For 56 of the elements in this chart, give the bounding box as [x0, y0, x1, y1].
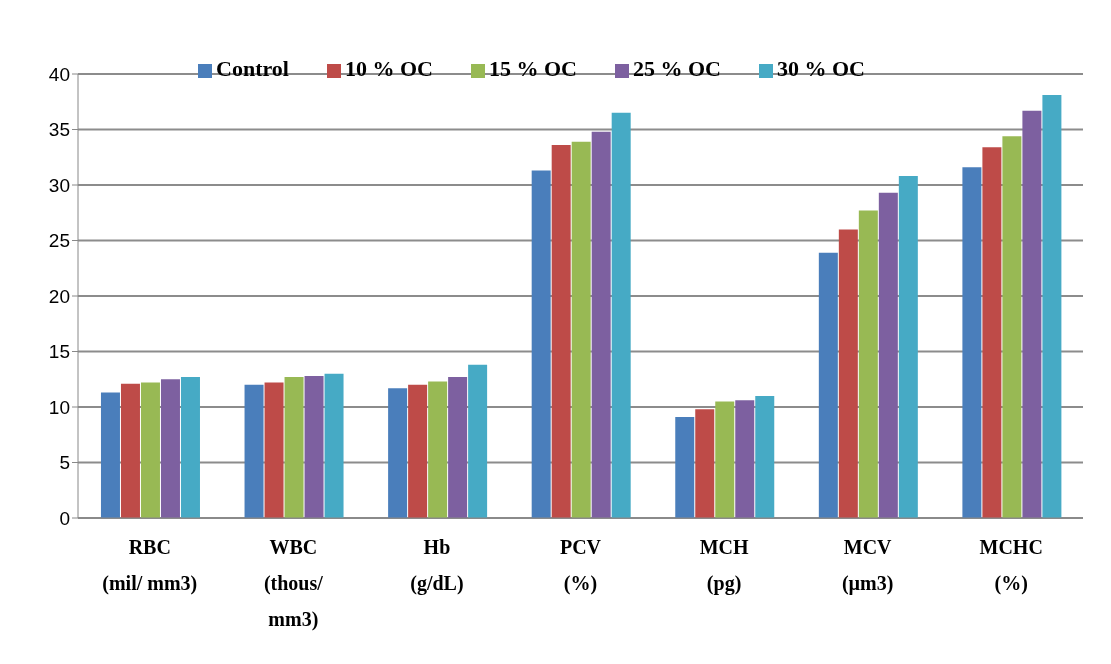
- bar: [140, 382, 160, 518]
- bar: [878, 192, 898, 518]
- y-tick-label: 25: [48, 230, 70, 252]
- bar: [838, 229, 858, 518]
- y-tick-label: 30: [48, 174, 70, 196]
- x-tick-label: Hb (g/dL): [410, 536, 464, 595]
- legend-label: 15 % OC: [488, 56, 577, 81]
- bar: [428, 381, 448, 518]
- x-tick-label: MCHC (%): [979, 536, 1043, 595]
- bar: [388, 388, 408, 518]
- bar: [324, 373, 344, 518]
- x-tick-label: MCV (µm3): [841, 536, 894, 595]
- bar: [571, 141, 591, 518]
- bar: [611, 112, 631, 518]
- bar: [160, 379, 180, 518]
- y-tick-label: 15: [48, 341, 70, 363]
- y-tick-label: 10: [48, 396, 70, 418]
- bar: [735, 400, 755, 518]
- x-tick-label: RBC (mil/ mm3): [102, 536, 198, 595]
- x-tick-label: WBC (thous/ mm3): [263, 536, 324, 631]
- bar: [244, 384, 264, 518]
- y-tick-label: 0: [59, 507, 70, 529]
- bar: [551, 145, 571, 518]
- bar: [898, 176, 918, 518]
- y-tick-label: 5: [59, 452, 70, 474]
- bar: [591, 131, 611, 518]
- x-tick-label: PCV (%): [559, 536, 602, 595]
- legend-label: 25 % OC: [632, 56, 721, 81]
- bar: [715, 401, 735, 518]
- y-tick-label: 35: [48, 119, 70, 141]
- x-tick-label: MCH (pg): [699, 536, 749, 595]
- bar: [1022, 110, 1042, 518]
- bar: [675, 416, 695, 518]
- bar: [408, 384, 428, 518]
- bar: [264, 382, 284, 518]
- legend-label: 30 % OC: [776, 56, 865, 81]
- bar: [531, 170, 551, 518]
- y-tick-label: 20: [48, 285, 70, 307]
- legend-label: Control: [216, 56, 289, 81]
- bar: [962, 167, 982, 518]
- legend-label: 10 % OC: [344, 56, 433, 81]
- bar: [695, 409, 715, 518]
- bar: [180, 377, 200, 518]
- bar: [448, 377, 468, 518]
- bar: [755, 395, 775, 518]
- bar: [120, 383, 140, 518]
- bar: [304, 375, 324, 518]
- bar: [982, 147, 1002, 518]
- bar: [468, 364, 488, 518]
- bar: [1002, 136, 1022, 518]
- bar: [100, 392, 120, 518]
- bar: [1042, 95, 1062, 518]
- bar: [284, 377, 304, 518]
- y-tick-label: 40: [48, 63, 70, 85]
- bar: [818, 252, 838, 518]
- bar: [858, 210, 878, 518]
